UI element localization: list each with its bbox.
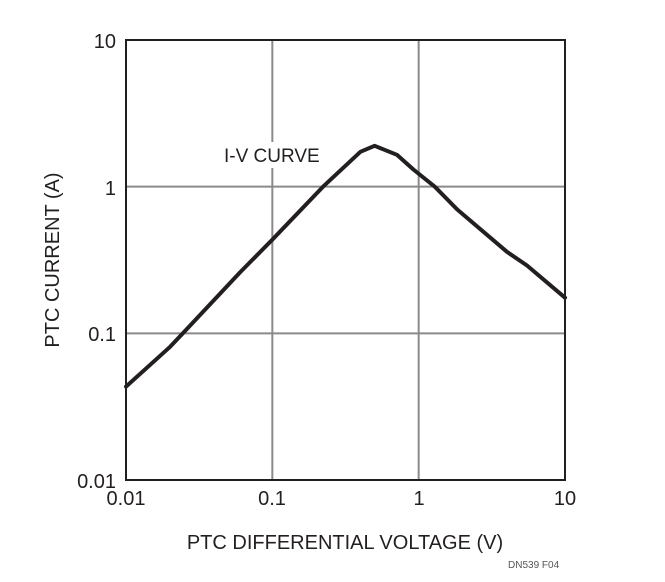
annotation-background: [222, 142, 322, 168]
y-tick-label: 0.1: [88, 324, 116, 346]
plot-frame: [125, 39, 566, 481]
x-tick-label: 1: [413, 488, 424, 510]
y-tick-label: 0.01: [77, 471, 116, 493]
x-tick-label: 10: [554, 488, 576, 510]
figure-id: DN539 F04: [508, 560, 560, 571]
y-tick-label: 1: [105, 178, 116, 200]
y-axis-title: PTC CURRENT (A): [42, 172, 64, 347]
x-tick-label: 0.01: [107, 488, 146, 510]
y-tick-label: 10: [94, 31, 116, 53]
x-tick-label: 0.1: [258, 488, 286, 510]
gridlines: [125, 39, 566, 481]
x-axis-title: PTC DIFFERENTIAL VOLTAGE (V): [187, 532, 503, 554]
iv-curve-line: [124, 143, 567, 389]
curve-annotation: I-V CURVE: [224, 146, 320, 167]
